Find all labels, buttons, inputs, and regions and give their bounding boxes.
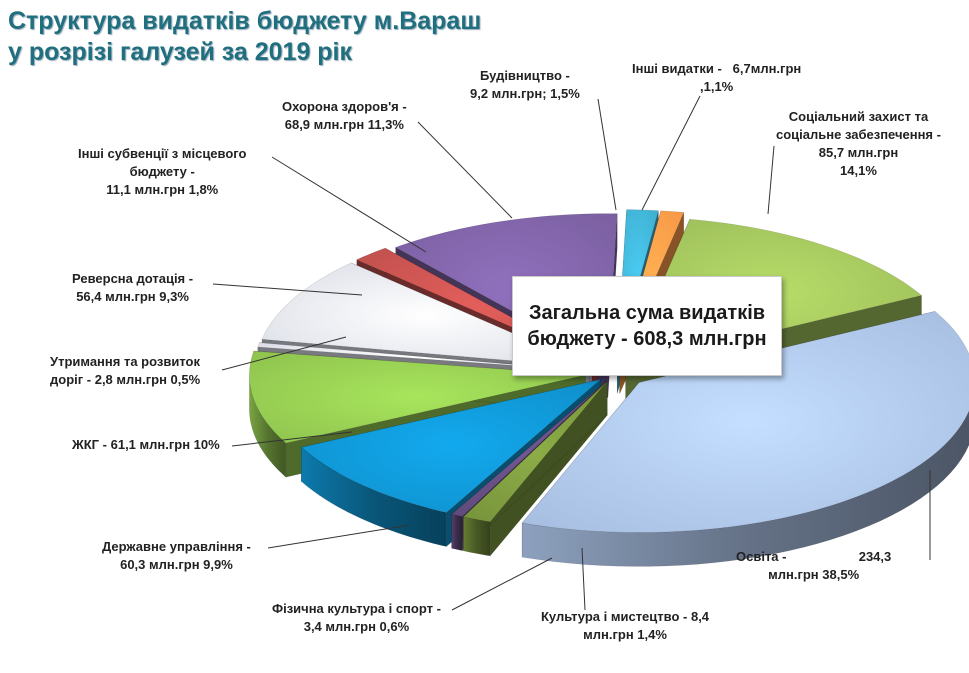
chart-title: Структура видатків бюджету м.Вараш у роз… xyxy=(8,6,481,68)
label-social-protection: Соціальний захист та соціальне забезпечен… xyxy=(776,109,941,178)
slice-top-education xyxy=(521,311,969,533)
chart-title-line-2: у розрізі галузей за 2019 рік xyxy=(8,38,353,66)
leader-line-construction xyxy=(597,98,617,211)
total-budget-box: Загальна сума видатків бюджету - 608,3 м… xyxy=(512,276,782,376)
slice-culture xyxy=(462,380,608,557)
slice-rim-culture xyxy=(463,516,491,557)
label-culture: Культура і мистецтво - 8,4 млн.грн 1,4% xyxy=(541,609,710,642)
leader-line-healthcare xyxy=(417,121,513,219)
label-sport: Фізична культура і спорт -3,4 млн.грн 0,… xyxy=(272,601,441,634)
label-other-expenses: Інші видатки - 6,7млн.грн ,1,1% xyxy=(632,61,802,94)
slice-top-roads xyxy=(257,342,590,372)
label-reverse-subsidy: Реверсна дотація -56,4 млн.грн 9,3% xyxy=(72,271,194,304)
slice-rim-public-administration xyxy=(300,446,447,547)
leader-line-sport xyxy=(451,557,553,611)
label-education: Освіта - 234,3 млн.грн 38,5% xyxy=(736,549,892,582)
leader-line-other-subventions xyxy=(271,156,427,253)
leader-line-reverse-subsidy xyxy=(212,283,363,296)
label-roads: Утримання та розвиток доріг - 2,8 млн.грн… xyxy=(50,354,201,387)
total-line-2: бюджету - 608,3 млн.грн xyxy=(527,328,767,350)
label-healthcare: Охорона здоров'я -68,9 млн.грн 11,3% xyxy=(282,99,407,132)
slice-rim-housing-utilities xyxy=(249,375,287,478)
leader-line-social-protection xyxy=(767,145,775,215)
slice-top-reverse-subsidy xyxy=(261,262,593,368)
slice-education xyxy=(521,311,969,567)
chart-title-line-1: Структура видатків бюджету м.Вараш xyxy=(8,7,482,35)
leader-line-roads xyxy=(221,336,347,371)
label-other-subventions: Інші субвенції з місцевого бюджету - 11,1… xyxy=(78,146,247,197)
label-public-administration: Державне управління -60,3 млн.грн 9,9% xyxy=(102,539,251,572)
slice-top-housing-utilities xyxy=(249,350,586,444)
slice-rim-sport xyxy=(451,513,463,551)
leader-line-housing-utilities xyxy=(231,431,353,447)
leader-line-culture xyxy=(581,547,586,611)
total-line-1: Загальна сума видатків xyxy=(528,302,766,324)
slice-top-public-administration xyxy=(300,379,602,513)
leader-line-other-expenses xyxy=(641,95,701,211)
label-housing-utilities: ЖКГ - 61,1 млн.грн 10% xyxy=(72,437,220,452)
label-construction: Будівництво -9,2 млн.грн; 1,5% xyxy=(470,68,580,101)
leader-line-public-administration xyxy=(267,524,411,549)
slice-top-sport xyxy=(451,380,607,517)
slice-top-culture xyxy=(462,381,608,523)
